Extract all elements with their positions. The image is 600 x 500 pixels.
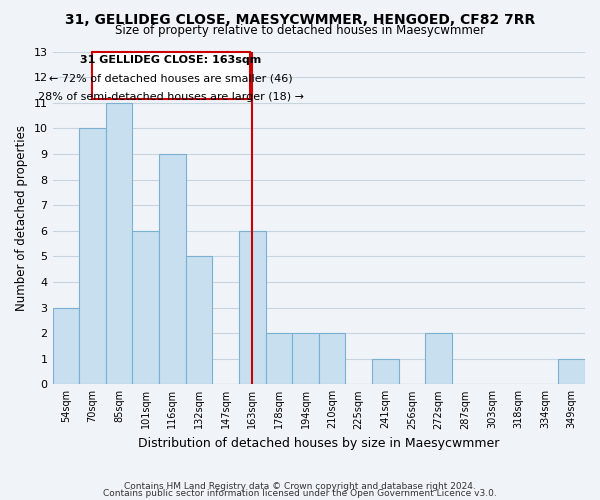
- Bar: [239, 230, 266, 384]
- Bar: [159, 154, 185, 384]
- Bar: [53, 308, 79, 384]
- Bar: [372, 358, 398, 384]
- Text: 28% of semi-detached houses are larger (18) →: 28% of semi-detached houses are larger (…: [38, 92, 304, 102]
- Bar: [319, 333, 346, 384]
- Bar: [425, 333, 452, 384]
- Text: ← 72% of detached houses are smaller (46): ← 72% of detached houses are smaller (46…: [49, 74, 293, 84]
- Text: 31, GELLIDEG CLOSE, MAESYCWMMER, HENGOED, CF82 7RR: 31, GELLIDEG CLOSE, MAESYCWMMER, HENGOED…: [65, 12, 535, 26]
- Bar: [79, 128, 106, 384]
- Bar: [106, 102, 133, 384]
- Bar: [266, 333, 292, 384]
- Text: Contains HM Land Registry data © Crown copyright and database right 2024.: Contains HM Land Registry data © Crown c…: [124, 482, 476, 491]
- Bar: [185, 256, 212, 384]
- FancyBboxPatch shape: [92, 52, 250, 99]
- Bar: [133, 230, 159, 384]
- Text: Size of property relative to detached houses in Maesycwmmer: Size of property relative to detached ho…: [115, 24, 485, 37]
- Text: Contains public sector information licensed under the Open Government Licence v3: Contains public sector information licen…: [103, 490, 497, 498]
- Bar: [559, 358, 585, 384]
- X-axis label: Distribution of detached houses by size in Maesycwmmer: Distribution of detached houses by size …: [138, 437, 499, 450]
- Bar: [292, 333, 319, 384]
- Text: 31 GELLIDEG CLOSE: 163sqm: 31 GELLIDEG CLOSE: 163sqm: [80, 56, 262, 66]
- Y-axis label: Number of detached properties: Number of detached properties: [15, 125, 28, 311]
